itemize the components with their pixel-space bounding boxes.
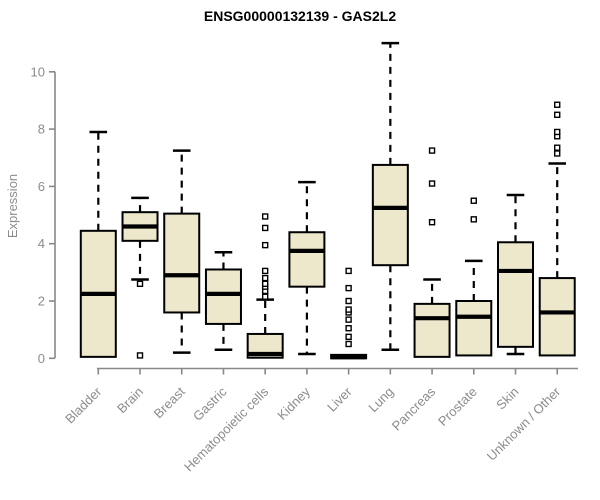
x-label-liver: Liver xyxy=(324,384,355,415)
chart-title: ENSG00000132139 - GAS2L2 xyxy=(203,8,397,24)
outlier-point-unknown-other xyxy=(554,150,561,157)
x-label-brain: Brain xyxy=(114,384,146,416)
y-tick-label: 10 xyxy=(31,64,45,79)
x-label-unknown-other: Unknown / Other xyxy=(484,384,564,464)
outlier-point-hematopoietic-cells xyxy=(261,274,269,282)
x-label-gastric: Gastric xyxy=(190,384,230,424)
box-prostate xyxy=(455,300,493,357)
outlier-point-hematopoietic-cells xyxy=(261,241,269,249)
box-lung xyxy=(371,163,409,267)
y-tick-label: 0 xyxy=(38,351,45,366)
outlier-point-hematopoietic-cells xyxy=(261,224,269,232)
y-tick-label: 8 xyxy=(38,122,45,137)
box-hematopoietic-cells xyxy=(246,332,284,359)
x-label-prostate: Prostate xyxy=(435,384,480,429)
x-label-bladder: Bladder xyxy=(62,384,105,427)
outlier-point-unknown-other xyxy=(554,144,561,151)
outlier-point-hematopoietic-cells xyxy=(261,280,269,288)
box-gastric xyxy=(204,268,242,325)
box-kidney xyxy=(288,231,326,288)
outlier-point-unknown-other xyxy=(554,128,561,136)
y-axis-title: Expression xyxy=(5,173,20,239)
outlier-point-pancreas xyxy=(428,180,436,187)
outlier-point-liver xyxy=(345,316,352,323)
x-label-breast: Breast xyxy=(151,384,188,421)
outlier-point-liver xyxy=(345,297,352,305)
outlier-point-pancreas xyxy=(428,147,436,154)
outlier-point-pancreas xyxy=(428,219,436,226)
outlier-point-liver xyxy=(345,284,352,292)
y-tick-label: 6 xyxy=(38,179,45,194)
box-breast xyxy=(163,212,201,314)
outlier-point-hematopoietic-cells xyxy=(261,267,269,275)
outlier-point-unknown-other xyxy=(554,101,561,108)
outlier-point-liver xyxy=(345,306,352,313)
outlier-point-prostate xyxy=(470,197,477,204)
outlier-point-unknown-other xyxy=(554,111,561,118)
outlier-point-liver xyxy=(345,333,352,341)
outlier-point-prostate xyxy=(470,216,477,223)
outlier-point-brain xyxy=(136,352,144,359)
outlier-point-brain xyxy=(136,280,144,288)
y-tick-label: 2 xyxy=(38,294,45,309)
outlier-point-liver xyxy=(345,340,352,348)
outlier-point-liver xyxy=(345,325,352,332)
x-label-pancreas: Pancreas xyxy=(389,384,439,434)
box-unknown-other xyxy=(538,277,576,357)
outlier-point-liver xyxy=(345,267,352,275)
outlier-point-hematopoietic-cells xyxy=(261,293,269,300)
y-tick-label: 4 xyxy=(38,236,45,251)
x-label-lung: Lung xyxy=(365,384,396,415)
box-pancreas xyxy=(413,302,451,358)
x-label-skin: Skin xyxy=(493,384,521,412)
x-label-kidney: Kidney xyxy=(274,384,313,423)
box-skin xyxy=(497,241,534,348)
outlier-point-hematopoietic-cells xyxy=(261,213,269,220)
